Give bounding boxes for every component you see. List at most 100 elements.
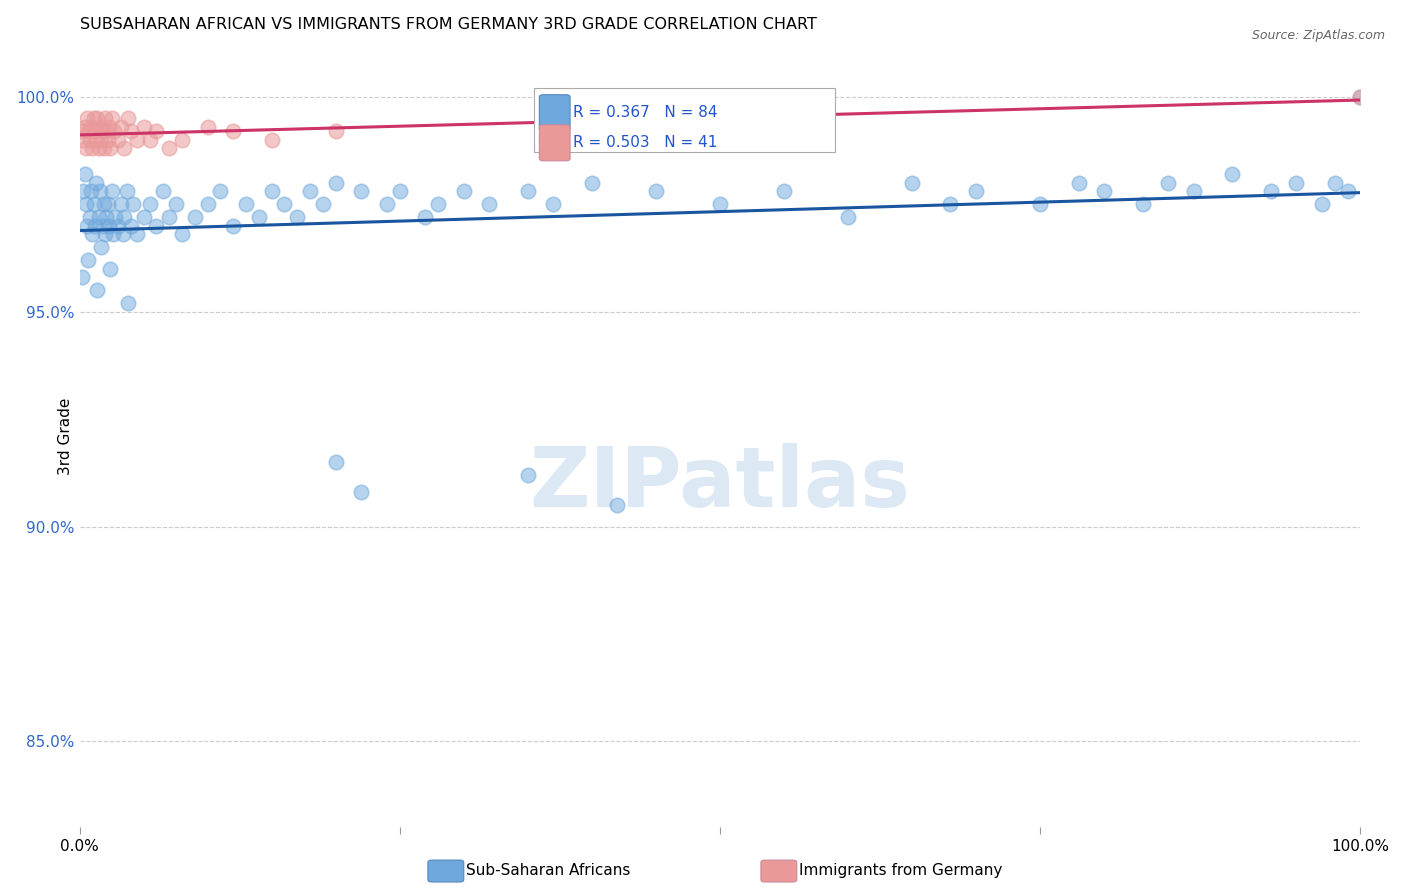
Point: [427, 197, 450, 211]
Point: [247, 210, 270, 224]
Point: [132, 120, 155, 134]
Point: [97, 197, 120, 211]
Point: [77, 124, 100, 138]
Point: [107, 219, 129, 233]
Point: [285, 210, 308, 224]
Point: [388, 185, 411, 199]
Point: [79, 133, 101, 147]
Point: [117, 112, 139, 126]
Point: [93, 197, 115, 211]
Point: [350, 485, 373, 500]
Point: [82, 141, 104, 155]
Point: [107, 133, 129, 147]
Point: [98, 141, 121, 155]
Point: [415, 210, 437, 224]
Point: [75, 197, 97, 211]
FancyBboxPatch shape: [761, 860, 797, 882]
Point: [80, 185, 103, 199]
Point: [773, 185, 796, 199]
Point: [965, 185, 987, 199]
Text: Source: ZipAtlas.com: Source: ZipAtlas.com: [1251, 29, 1385, 42]
Point: [1260, 185, 1282, 199]
Point: [1182, 185, 1205, 199]
Point: [70, 270, 93, 285]
FancyBboxPatch shape: [540, 125, 569, 161]
Point: [91, 124, 114, 138]
Point: [96, 124, 118, 138]
Point: [453, 185, 475, 199]
Point: [87, 141, 110, 155]
Point: [837, 210, 859, 224]
Point: [120, 219, 142, 233]
Text: R = 0.503   N = 41: R = 0.503 N = 41: [572, 136, 717, 151]
Point: [157, 141, 180, 155]
Point: [1220, 167, 1243, 181]
Point: [1310, 197, 1333, 211]
Point: [91, 219, 114, 233]
Point: [73, 120, 96, 134]
Point: [103, 124, 125, 138]
Point: [543, 197, 565, 211]
Point: [82, 227, 104, 242]
Point: [260, 133, 283, 147]
Point: [112, 141, 135, 155]
Point: [83, 124, 105, 138]
Point: [1336, 185, 1358, 199]
Point: [98, 219, 121, 233]
FancyBboxPatch shape: [427, 860, 464, 882]
Point: [1350, 90, 1372, 104]
Point: [87, 210, 110, 224]
Point: [1092, 185, 1115, 199]
Point: [152, 185, 174, 199]
Point: [170, 133, 193, 147]
Point: [1285, 176, 1308, 190]
Point: [89, 185, 111, 199]
Point: [139, 133, 162, 147]
Point: [76, 112, 98, 126]
Text: Immigrants from Germany: Immigrants from Germany: [800, 863, 1002, 878]
Point: [139, 197, 162, 211]
Point: [127, 133, 149, 147]
Point: [165, 197, 187, 211]
Text: Sub-Saharan Africans: Sub-Saharan Africans: [467, 863, 631, 878]
Point: [184, 210, 207, 224]
Point: [939, 197, 962, 211]
Point: [325, 176, 347, 190]
Point: [1029, 197, 1052, 211]
Point: [122, 197, 145, 211]
Text: SUBSAHARAN AFRICAN VS IMMIGRANTS FROM GERMANY 3RD GRADE CORRELATION CHART: SUBSAHARAN AFRICAN VS IMMIGRANTS FROM GE…: [80, 17, 817, 32]
Point: [606, 498, 628, 512]
Point: [145, 219, 167, 233]
Text: R = 0.367   N = 84: R = 0.367 N = 84: [572, 105, 717, 120]
Point: [112, 210, 135, 224]
Point: [273, 197, 295, 211]
Point: [101, 227, 124, 242]
Point: [72, 185, 94, 199]
Point: [90, 240, 112, 254]
Point: [100, 112, 122, 126]
Point: [350, 185, 373, 199]
Point: [170, 227, 193, 242]
Point: [478, 197, 501, 211]
Point: [84, 176, 107, 190]
Point: [127, 227, 149, 242]
Point: [80, 120, 103, 134]
Point: [299, 185, 322, 199]
Point: [260, 185, 283, 199]
Point: [115, 185, 138, 199]
Point: [96, 210, 118, 224]
Point: [1157, 176, 1180, 190]
Point: [117, 296, 139, 310]
Point: [1350, 90, 1372, 104]
Point: [86, 112, 108, 126]
Point: [72, 133, 94, 147]
Point: [145, 124, 167, 138]
Point: [120, 124, 142, 138]
Point: [157, 210, 180, 224]
Point: [83, 197, 105, 211]
Point: [83, 112, 105, 126]
Point: [516, 185, 538, 199]
FancyBboxPatch shape: [540, 95, 569, 131]
Point: [110, 197, 132, 211]
Point: [83, 219, 105, 233]
